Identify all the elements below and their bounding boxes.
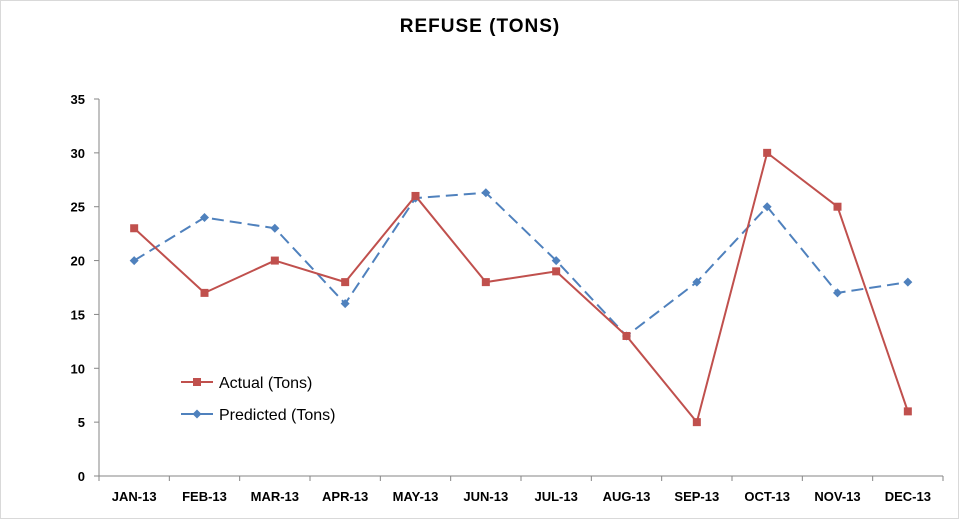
- series-line-actual: [133, 151, 909, 424]
- data-point-actual: [341, 278, 350, 287]
- chart-title: REFUSE (TONS): [400, 16, 560, 37]
- x-tick-label: OCT-13: [744, 489, 790, 504]
- y-tick-label: 35: [71, 92, 85, 107]
- x-tick-label: NOV-13: [814, 489, 860, 504]
- series-line-predicted: [133, 191, 908, 337]
- x-tick-label: APR-13: [322, 489, 368, 504]
- legend-item-predicted: Predicted (Tons): [181, 407, 336, 424]
- y-tick-label: 10: [71, 361, 85, 376]
- legend-marker-actual: [193, 378, 201, 386]
- x-tick-label: SEP-13: [674, 489, 719, 504]
- series-predicted: [129, 188, 913, 341]
- data-point-predicted: [692, 277, 702, 287]
- data-point-actual: [270, 256, 279, 265]
- data-point-actual: [622, 331, 631, 340]
- y-tick-label: 30: [71, 146, 85, 161]
- legend-label-predicted: Predicted (Tons): [219, 407, 336, 424]
- x-tick-label: MAY-13: [393, 489, 439, 504]
- data-point-actual: [200, 288, 209, 297]
- data-point-predicted: [270, 223, 280, 233]
- legend-label-actual: Actual (Tons): [219, 375, 312, 392]
- y-tick-label: 25: [71, 200, 85, 215]
- x-tick-label: JUL-13: [534, 489, 577, 504]
- data-point-actual: [130, 224, 139, 233]
- data-point-predicted: [200, 212, 209, 222]
- x-tick-label: MAR-13: [251, 489, 299, 504]
- x-tick-label: DEC-13: [885, 489, 931, 504]
- data-point-predicted: [481, 188, 491, 198]
- data-point-predicted: [903, 277, 913, 287]
- x-tick-label: FEB-13: [182, 489, 227, 504]
- legend-item-actual: Actual (Tons): [181, 375, 312, 392]
- data-point-predicted: [833, 288, 842, 298]
- y-tick-label: 5: [78, 415, 85, 430]
- data-point-actual: [481, 278, 490, 287]
- data-point-actual: [411, 191, 420, 200]
- y-tick-label: 15: [71, 307, 85, 322]
- data-point-predicted: [762, 202, 772, 212]
- legend-marker-predicted: [192, 409, 202, 419]
- data-point-actual: [903, 407, 912, 416]
- x-tick-label: AUG-13: [603, 489, 651, 504]
- data-point-predicted: [340, 299, 350, 309]
- data-point-actual: [552, 267, 561, 276]
- x-tick-label: JUN-13: [463, 489, 508, 504]
- y-tick-label: 0: [78, 469, 85, 484]
- y-tick-label: 20: [71, 254, 85, 269]
- data-point-predicted: [551, 256, 561, 266]
- data-point-actual: [692, 418, 701, 427]
- series-actual: [130, 148, 912, 427]
- data-point-actual: [833, 202, 842, 211]
- x-tick-label: JAN-13: [112, 489, 157, 504]
- data-point-predicted: [129, 256, 139, 266]
- data-point-actual: [763, 148, 772, 157]
